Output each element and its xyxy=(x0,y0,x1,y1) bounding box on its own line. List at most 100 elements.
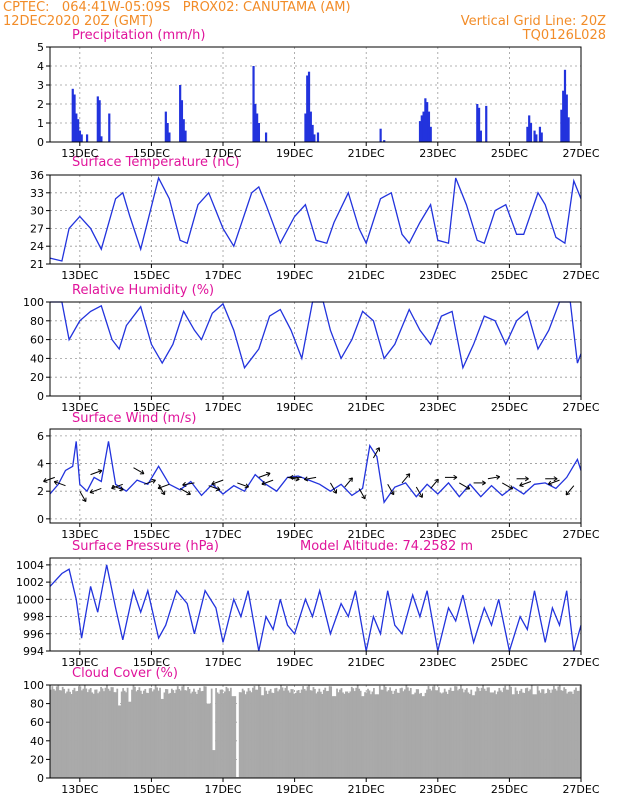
cloud-bar xyxy=(212,750,215,778)
cloud-bar xyxy=(327,690,330,778)
x-tick-label: 27DEC xyxy=(562,656,599,669)
cloud-bar xyxy=(256,689,259,778)
cloud-bar xyxy=(579,686,582,778)
cloud-bar xyxy=(418,693,421,778)
precip-bar xyxy=(485,105,488,142)
wind-arrow-head xyxy=(289,474,294,480)
cloud-bar xyxy=(268,690,271,778)
cloud-bar xyxy=(493,690,496,778)
cloud-bar xyxy=(274,688,276,778)
cloud-bar xyxy=(210,688,213,778)
cloud-bar xyxy=(381,689,384,778)
cloud-bar xyxy=(116,688,119,778)
precip-bar xyxy=(476,104,479,142)
cloud-bar xyxy=(138,687,141,778)
cloud-bar xyxy=(257,685,260,778)
cloud-bar xyxy=(519,690,521,778)
cloud-bar xyxy=(266,693,269,778)
wind-arrow-head xyxy=(434,478,439,484)
precip-bar xyxy=(526,126,529,142)
cloud-bar xyxy=(477,688,480,778)
cloud-bar xyxy=(570,691,573,778)
precip-bar xyxy=(477,107,481,142)
cloud-bar xyxy=(411,694,414,778)
cloud-bar xyxy=(508,685,511,778)
cloud-bar xyxy=(247,688,250,778)
cloud-bar xyxy=(57,685,60,778)
panel-frame xyxy=(49,174,582,265)
y-tick-label: 996 xyxy=(23,628,44,641)
cloud-bar xyxy=(389,687,392,778)
cloud-bar xyxy=(150,687,153,778)
cloud-bar xyxy=(184,690,186,778)
precip-bar xyxy=(528,115,531,142)
x-tick-label: 25DEC xyxy=(491,656,528,669)
cloud-bar xyxy=(185,690,188,778)
y-tick-label: 5 xyxy=(37,41,44,54)
cloud-bar xyxy=(533,694,536,778)
cloud-bar xyxy=(511,694,514,778)
cloud-bar xyxy=(476,686,479,778)
cloud-bar xyxy=(311,690,313,778)
precip-bar xyxy=(168,132,171,142)
cloud-bar xyxy=(516,690,518,778)
x-tick-label: 17DEC xyxy=(204,783,241,796)
cloud-bar xyxy=(538,690,540,778)
precip-bar xyxy=(422,111,425,142)
precip-bar xyxy=(479,130,482,142)
x-tick-label: 25DEC xyxy=(491,269,528,282)
cloud-bar xyxy=(98,691,101,778)
wind-arrow xyxy=(90,470,103,476)
cloud-bar xyxy=(501,692,504,778)
wind-arrow xyxy=(111,485,124,491)
cloud-bar xyxy=(194,691,197,778)
cloud-bar xyxy=(316,691,319,778)
cloud-bar xyxy=(60,690,63,778)
cloud-bar xyxy=(148,688,151,778)
cloud-bar xyxy=(560,690,563,778)
cloud-bar xyxy=(166,689,169,778)
wind-title: Surface Wind (m/s) xyxy=(72,411,197,426)
cloud-bar xyxy=(296,690,299,778)
cloud-bar xyxy=(70,694,73,778)
cloud-bar xyxy=(163,692,166,778)
series-line xyxy=(50,301,582,370)
y-tick-label: 4 xyxy=(37,458,44,471)
cloud-bar xyxy=(347,693,350,778)
cloud-bar xyxy=(380,689,383,778)
cloud-bar xyxy=(470,689,473,778)
wind-arrow-head xyxy=(53,480,59,486)
wind-arrow xyxy=(54,481,66,487)
pressure-title: Surface Pressure (hPa) xyxy=(72,539,219,554)
cloud-bar xyxy=(286,686,288,778)
x-tick-label: 21DEC xyxy=(348,528,385,541)
cloud-bar xyxy=(451,690,453,778)
cloud-bar xyxy=(219,689,222,778)
cloud-bar xyxy=(383,685,386,778)
cloud-bar xyxy=(244,694,247,778)
x-tick-label: 25DEC xyxy=(491,783,528,796)
precip-bar xyxy=(254,104,257,142)
cloud-bar xyxy=(145,692,148,778)
cloud-bar xyxy=(454,686,456,778)
wind-arrow xyxy=(358,488,366,500)
cloud-bar xyxy=(221,689,223,778)
cloud-bar xyxy=(63,688,66,778)
cloud-bar xyxy=(287,690,290,778)
cloud-bar xyxy=(557,686,560,778)
cloud-bar xyxy=(548,689,551,778)
cloud-bar xyxy=(253,685,256,778)
cloud-bar xyxy=(120,691,123,778)
precip-bar xyxy=(256,113,259,142)
cloud-bar xyxy=(187,686,189,778)
cloud-bar xyxy=(255,689,257,778)
cloud-bar xyxy=(114,692,117,778)
cloud-bar xyxy=(399,688,402,778)
wind-arrow xyxy=(401,473,411,484)
cloud-bar xyxy=(536,686,539,778)
cloud-bar xyxy=(423,696,425,778)
wind-arrow xyxy=(208,485,221,491)
cloud-bar xyxy=(250,692,253,778)
wind-arrow-head xyxy=(348,477,353,482)
cloud-bar xyxy=(355,687,358,778)
